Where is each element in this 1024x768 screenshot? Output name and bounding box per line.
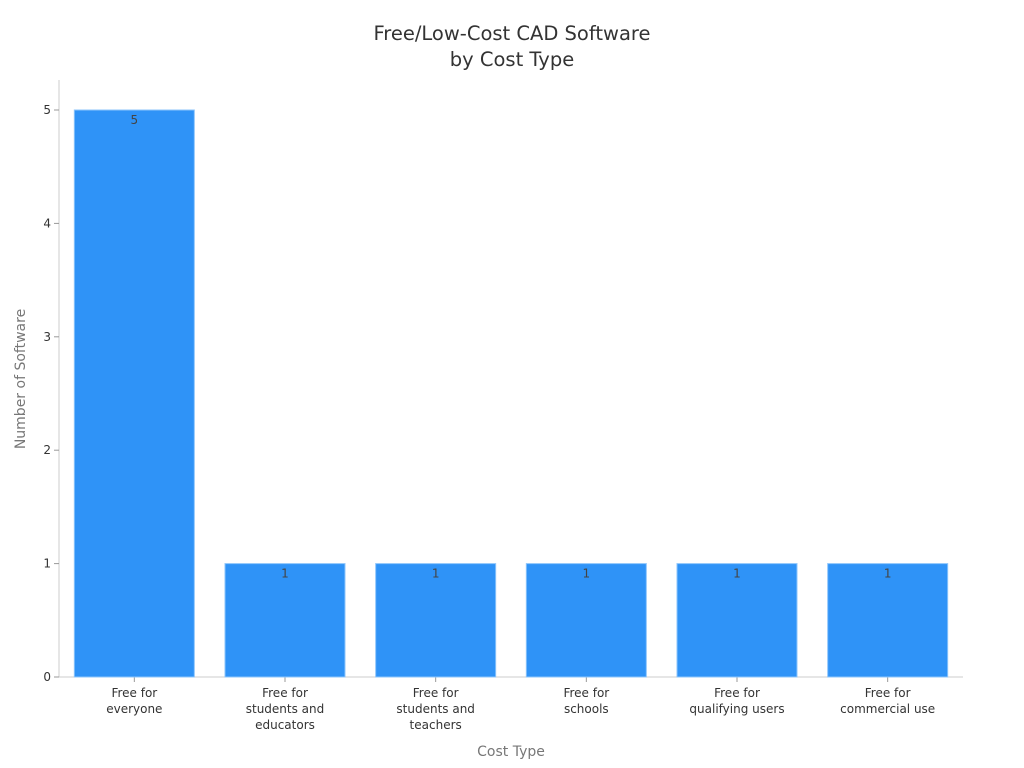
bar [676,563,798,678]
bar-value-label: 1 [884,567,892,581]
y-tick-label: 4 [43,216,51,230]
chart-title: Free/Low-Cost CAD Software by Cost Type [373,22,650,71]
bar-value-label: 1 [733,567,741,581]
bar [73,109,195,678]
y-axis-title: Number of Software [13,309,29,449]
y-tick-label: 5 [43,103,51,117]
bar-value-label: 1 [432,567,440,581]
y-tick-label: 2 [43,443,51,457]
bar [224,563,346,678]
x-axis: Free for everyone Free for students and educ… [59,676,963,732]
x-tick-label: Free for qualifying users [689,686,784,716]
y-tick-label: 3 [43,330,51,344]
bars: 5 1 1 1 1 1 [73,109,949,678]
bar-value-label: 5 [131,113,139,127]
x-tick-label: Free for everyone [106,686,162,716]
x-tick-label: Free for students and educators [246,686,325,732]
x-tick-label: Free for commercial use [840,686,935,716]
chart-title-line: by Cost Type [450,48,574,71]
bar [375,563,497,678]
x-tick-label: Free for students and teachers [396,686,475,732]
y-axis: 0 1 2 3 4 5 [43,80,60,684]
y-tick-label: 1 [43,557,51,571]
bar [525,563,647,678]
x-tick-label: Free for schools [563,686,609,716]
x-axis-title: Cost Type [477,744,545,760]
bar-value-label: 1 [583,567,591,581]
chart-title-line: Free/Low-Cost CAD Software [373,22,650,45]
y-tick-label: 0 [43,670,51,684]
bar [827,563,949,678]
bar-value-label: 1 [281,567,289,581]
